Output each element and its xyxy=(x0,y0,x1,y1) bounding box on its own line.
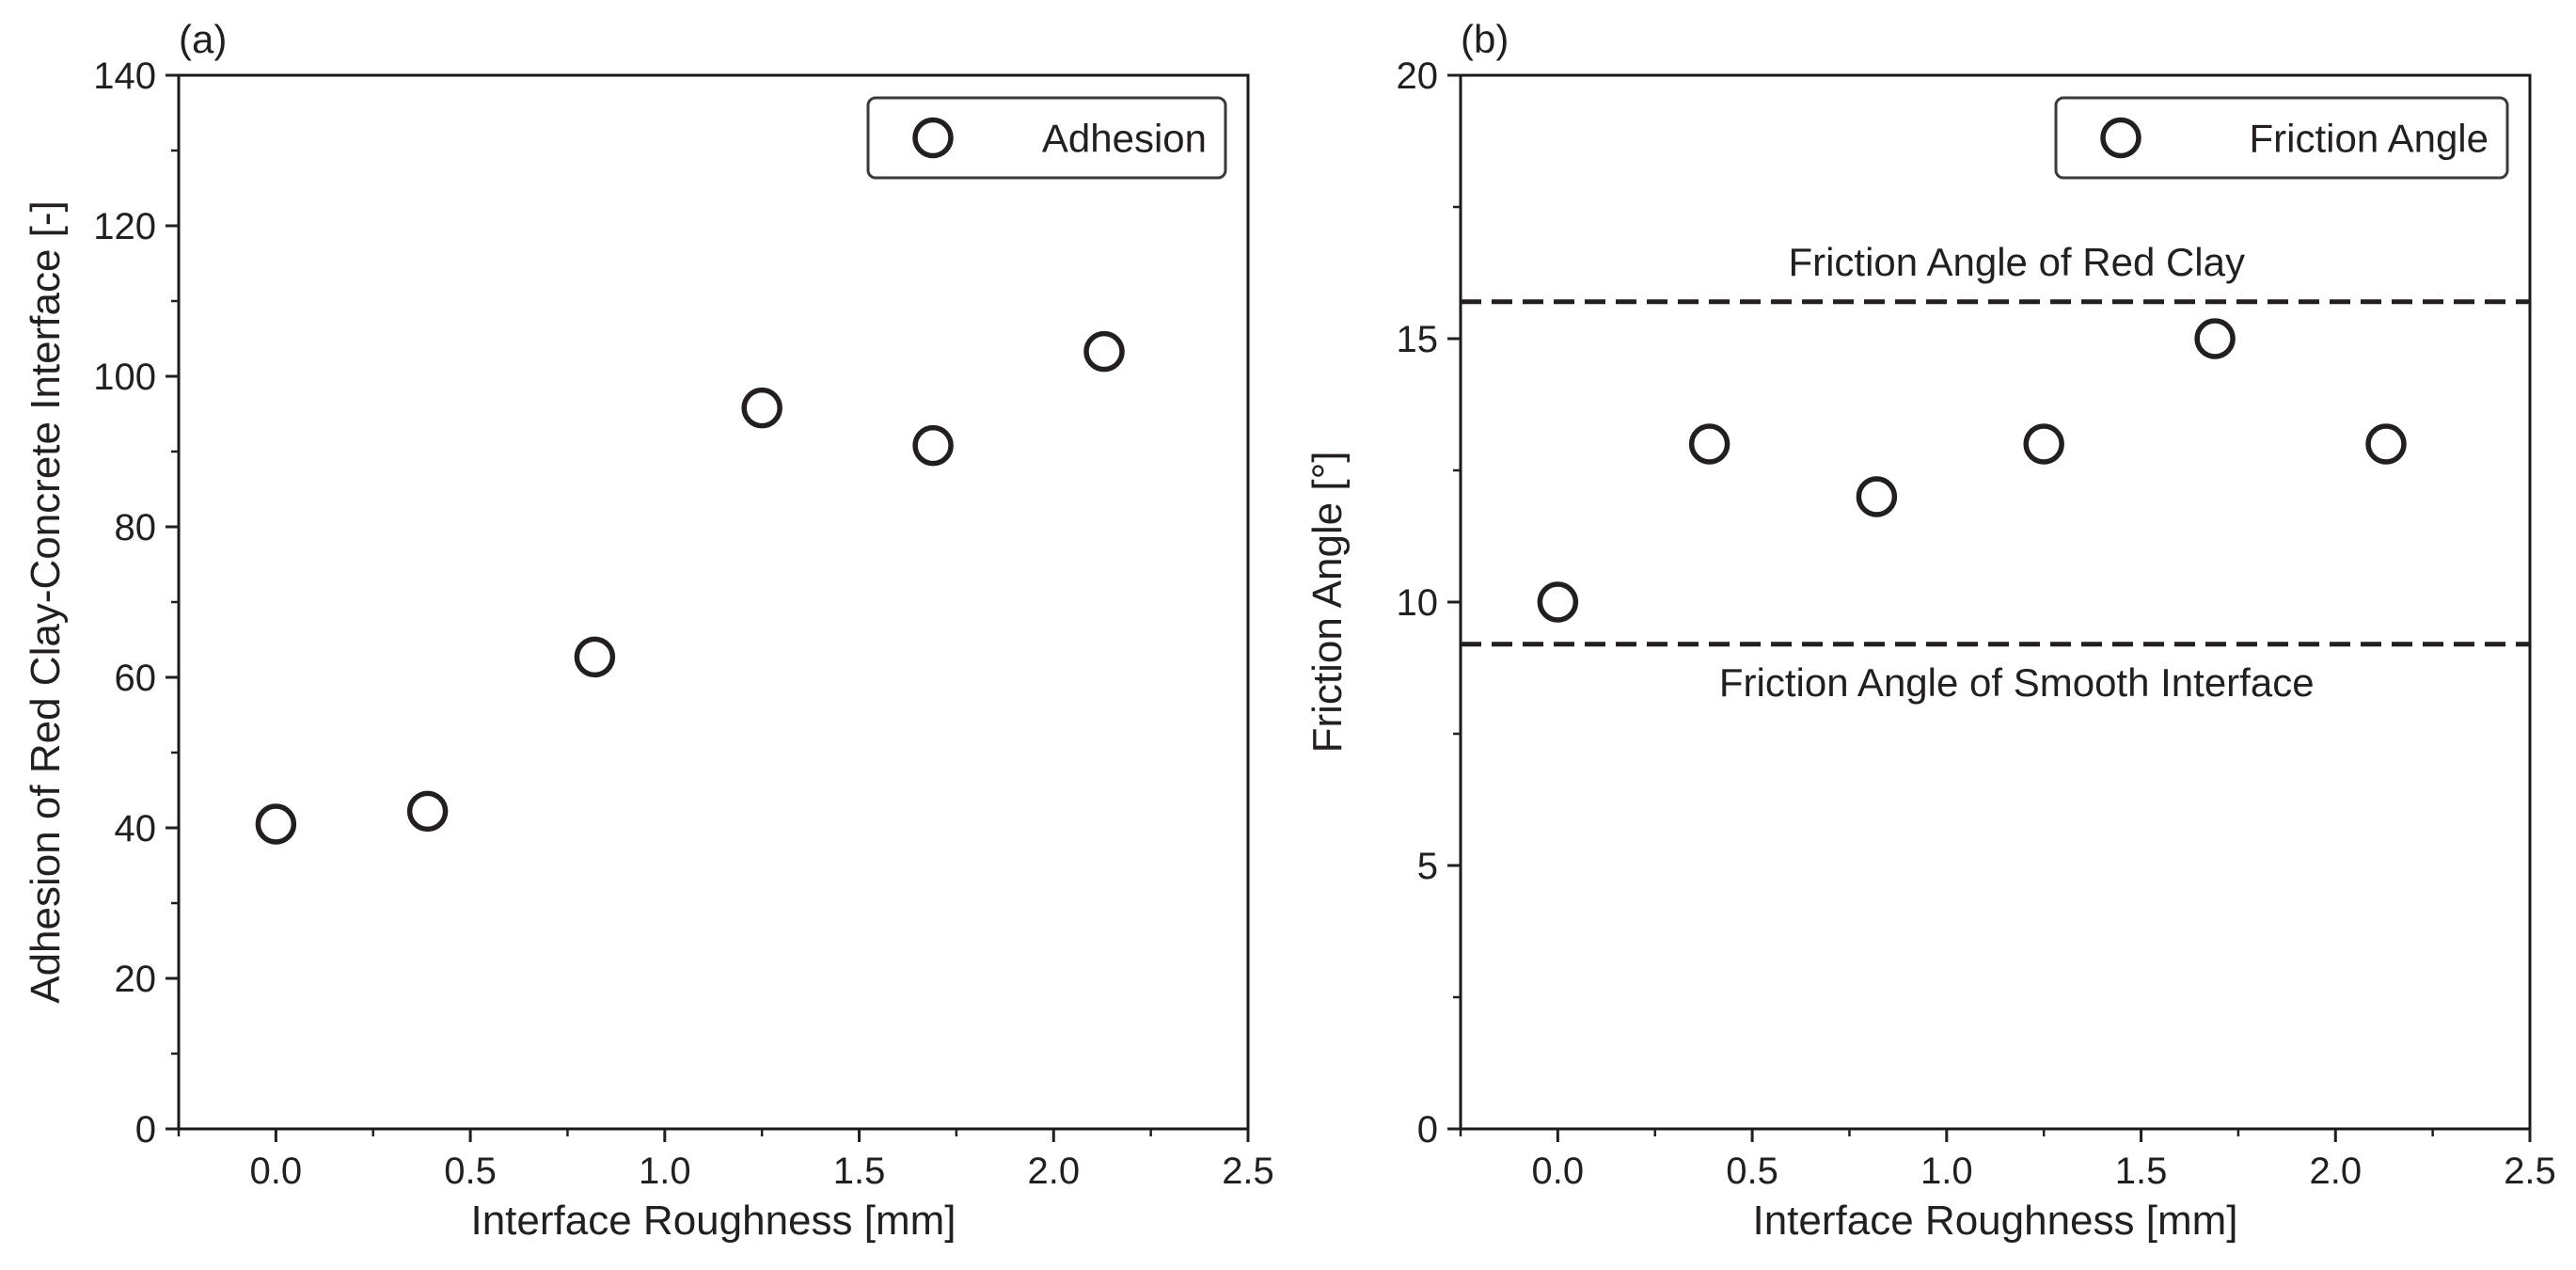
y-tick-label: 0 xyxy=(135,1109,156,1151)
y-axis-label: Friction Angle [°] xyxy=(1304,452,1351,754)
x-tick-label: 2.0 xyxy=(1027,1151,1080,1192)
data-point xyxy=(2023,423,2064,465)
data-point xyxy=(2194,318,2236,359)
y-tick-label: 40 xyxy=(115,808,157,849)
x-tick-label: 0.5 xyxy=(444,1151,497,1192)
y-tick-label: 15 xyxy=(1397,319,1439,360)
data-point xyxy=(1856,476,1898,517)
x-axis-label: Interface Roughness [mm] xyxy=(470,1198,956,1244)
x-tick-label: 0.5 xyxy=(1726,1151,1778,1192)
data-point xyxy=(1688,423,1731,465)
x-tick-label: 1.5 xyxy=(2115,1151,2168,1192)
reference-line-label: Friction Angle of Red Clay xyxy=(1788,240,2245,284)
x-axis-label: Interface Roughness [mm] xyxy=(1752,1198,2237,1244)
x-tick-label: 2.5 xyxy=(1222,1151,1274,1192)
y-tick-label: 60 xyxy=(115,658,157,699)
panel-b: 0.0 0.5 1.0 1.5 2.0 2.5 0 5 10 15 20 Interface Roug… xyxy=(1304,17,2556,1244)
data-point xyxy=(1537,581,1579,623)
plot-frame xyxy=(177,73,1250,1131)
y-tick-label: 120 xyxy=(93,206,156,247)
legend-box xyxy=(866,96,1227,180)
x-tick-label: 1.0 xyxy=(639,1151,691,1192)
y-tick-label: 100 xyxy=(93,357,156,398)
y-tick-label: 140 xyxy=(93,56,156,97)
data-point xyxy=(912,424,954,467)
data-point xyxy=(1083,330,1125,373)
x-tick-label: 1.5 xyxy=(833,1151,886,1192)
data-point xyxy=(255,803,297,845)
y-tick-label: 5 xyxy=(1417,846,1438,887)
legend-label: Adhesion xyxy=(1042,117,1207,161)
data-point xyxy=(741,387,782,429)
legend-label: Friction Angle xyxy=(2250,117,2489,161)
legend-box xyxy=(2054,96,2509,180)
x-tick-label: 2.5 xyxy=(2504,1151,2556,1192)
data-point xyxy=(2365,423,2407,465)
y-tick-label: 80 xyxy=(115,507,157,548)
panel-label: (a) xyxy=(179,17,227,61)
y-tick-label: 0 xyxy=(1417,1109,1438,1151)
panel-label: (b) xyxy=(1461,17,1509,61)
x-tick-label: 0.0 xyxy=(1532,1151,1585,1192)
y-axis-label: Adhesion of Red Clay-Concrete Interface … xyxy=(23,200,69,1004)
y-tick-label: 20 xyxy=(115,959,157,1000)
data-point xyxy=(406,790,449,833)
y-tick-label: 10 xyxy=(1397,582,1439,624)
legend-marker xyxy=(2100,117,2141,159)
legend-marker xyxy=(912,117,954,159)
panel-a: 0.0 0.5 1.0 1.5 2.0 2.5 0 20 40 60 80 100 120 140 Inte… xyxy=(23,17,1274,1244)
x-tick-label: 1.0 xyxy=(1920,1151,1973,1192)
reference-line-label: Friction Angle of Smooth Interface xyxy=(1719,660,2315,705)
plot-frame xyxy=(1459,73,2532,1131)
x-tick-label: 0.0 xyxy=(250,1151,303,1192)
data-point xyxy=(574,636,616,678)
y-tick-label: 20 xyxy=(1397,56,1439,97)
x-tick-label: 2.0 xyxy=(2309,1151,2362,1192)
